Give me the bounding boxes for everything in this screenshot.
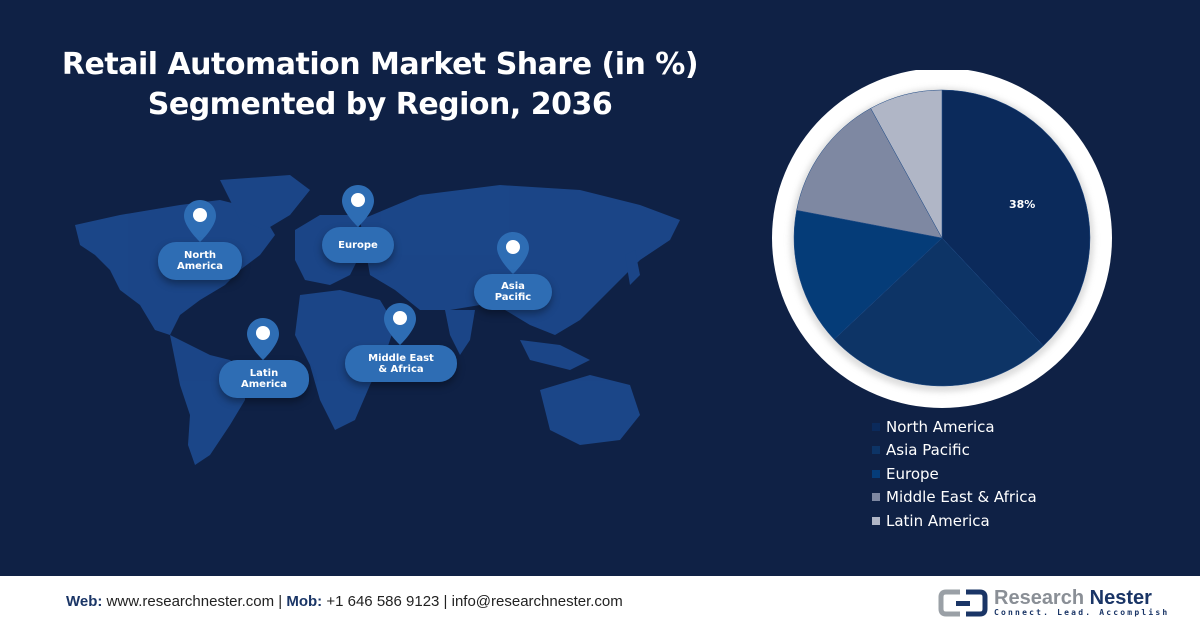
research-nester-logo[interactable]: Research Nester Connect. Lead. Accomplis… [938,588,1169,617]
logo-icon [938,589,988,616]
mob-label: Mob: [286,593,323,610]
pie-slice-asia-pacific [833,237,1044,387]
web-link[interactable]: www.researchnester.com | [102,593,287,610]
map-pin-icon [384,303,416,345]
region-label-middle-east-africa[interactable]: Middle East & Africa [345,345,457,382]
contact-info[interactable]: +1 646 586 9123 | info@researchnester.co… [322,593,623,610]
region-label-north-america[interactable]: North America [158,242,242,280]
legend-swatch [872,516,880,525]
pie-slice-middle-east-africa [796,107,943,239]
legend-swatch [872,446,880,455]
title-line-2: Segmented by Region, 2036 [147,87,613,122]
legend-item-europe: Europe [872,462,1037,486]
pie-slices [793,89,1091,387]
chart-title: Retail Automation Market Share (in %) Se… [40,45,720,125]
pie-chart-svg [772,68,1112,408]
map-pin-icon [342,185,374,227]
footer: Web: www.researchnester.com | Mob: +1 64… [0,576,1200,628]
title-line-1: Retail Automation Market Share (in %) [61,47,699,82]
map-pin-icon [497,232,529,274]
web-label: Web: [66,593,103,610]
footer-contact: Web: www.researchnester.com | Mob: +1 64… [66,593,623,610]
region-label-latin-america[interactable]: Latin America [219,360,309,398]
region-label-asia-pacific[interactable]: Asia Pacific [474,274,552,310]
legend-item-asia-pacific: Asia Pacific [872,439,1037,463]
pie-chart: 38% [772,68,1112,410]
pie-data-label: 38% [1009,198,1036,211]
pie-slice-europe [793,209,943,340]
legend-item-north-america: North America [872,415,1037,439]
legend-swatch [872,469,880,478]
region-label-europe[interactable]: Europe [322,227,394,263]
legend-item-middle-east-africa: Middle East & Africa [872,486,1037,510]
map-pin-icon [184,200,216,242]
map-pin-icon [247,318,279,360]
chart-legend: North America Asia Pacific Europe Middle… [872,415,1037,533]
legend-swatch [872,493,880,502]
legend-item-latin-america: Latin America [872,509,1037,533]
legend-swatch [872,422,880,431]
pie-slice-north-america [941,89,1091,347]
pie-slice-latin-america [870,89,943,239]
world-map: North America Europe Asia Pacific Latin … [60,160,720,480]
